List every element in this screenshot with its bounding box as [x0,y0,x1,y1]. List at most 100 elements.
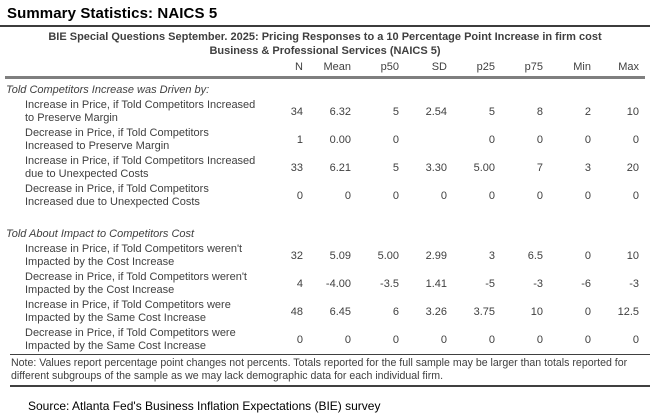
table-row: Decrease in Price, if Told Competitors I… [5,126,645,154]
cell-mean: 0 [344,190,351,202]
cell-p75: 0 [536,190,543,202]
cell-p75: 0 [536,334,543,346]
table-row: Decrease in Price, if Told Competitors I… [5,182,645,210]
column-header: p75 [524,61,543,73]
title-divider [0,25,650,27]
cell-n: 4 [296,278,303,290]
table-row: Decrease in Price, if Told Competitors w… [5,270,645,298]
column-header: SD [431,61,447,73]
cell-mean: -4.00 [325,278,351,290]
table-body: Told Competitors Increase was Driven by:… [5,78,645,355]
column-header-row: N Mean p50 SD p25 p75 Min Max [5,60,645,78]
cell-sd: 1.41 [425,278,447,290]
cell-min: 0 [584,250,591,262]
cell-p50: 6 [392,306,399,318]
cell-p50: 5.00 [377,250,399,262]
cell-n: 1 [296,134,303,146]
cell-p25: 0 [488,134,495,146]
column-header: N [295,61,303,73]
table-row: Decrease in Price, if Told Competitors w… [5,326,645,354]
cell-sd [405,126,453,154]
statistics-table: N Mean p50 SD p25 p75 Min Max Told Competitors … [5,60,645,354]
row-label: Decrease in Price, if Told Competitors w… [25,271,247,296]
cell-sd: 3.30 [425,162,447,174]
cell-sd: 0 [440,190,447,202]
row-label: Increase in Price, if Told Competitors w… [25,243,243,268]
cell-n: 48 [290,306,303,318]
cell-min: 0 [584,306,591,318]
row-label: Increase in Price, if Told Competitors w… [25,299,231,324]
cell-n: 33 [290,162,303,174]
column-header: Min [573,61,591,73]
cell-p75: 10 [530,306,543,318]
cell-max: 0 [632,134,639,146]
cell-min: 0 [584,334,591,346]
row-label: Decrease in Price, if Told Competitors I… [25,183,209,208]
cell-max: 0 [632,334,639,346]
cell-min: 0 [584,190,591,202]
cell-p75: 8 [536,106,543,118]
cell-max: 10 [626,106,639,118]
cell-p25: 3.75 [473,306,495,318]
section-spacer-row [5,210,645,223]
table-note: Note: Values report percentage point cha… [10,354,650,387]
cell-p75: 7 [536,162,543,174]
cell-p25: 5.00 [473,162,495,174]
cell-mean: 6.45 [329,306,351,318]
cell-min: 3 [584,162,591,174]
cell-p50: 0 [392,334,399,346]
page-title: Summary Statistics: NAICS 5 [7,5,218,22]
cell-p25: -5 [485,278,495,290]
cell-max: 12.5 [617,306,639,318]
column-header: Max [618,61,639,73]
table-header: N Mean p50 SD p25 p75 Min Max [5,60,645,78]
cell-min: -6 [581,278,591,290]
cell-sd: 0 [440,334,447,346]
column-header: p50 [380,61,399,73]
cell-p50: 5 [392,106,399,118]
cell-n: 34 [290,106,303,118]
column-header: Mean [323,61,351,73]
section-header-row: Told About Impact to Competitors Cost [5,223,645,242]
cell-p25: 3 [488,250,495,262]
cell-p25: 0 [488,190,495,202]
cell-mean: 0.00 [329,134,351,146]
section-header: Told Competitors Increase was Driven by: [6,84,210,96]
cell-mean: 5.09 [329,250,351,262]
column-header: p25 [476,61,495,73]
cell-p25: 5 [488,106,495,118]
cell-sd: 2.99 [425,250,447,262]
cell-max: -3 [629,278,639,290]
cell-p25: 0 [488,334,495,346]
row-label: Decrease in Price, if Told Competitors I… [25,127,209,152]
row-label: Increase in Price, if Told Competitors I… [25,99,256,124]
cell-n: 32 [290,250,303,262]
row-label: Increase in Price, if Told Competitors I… [25,155,256,180]
source-text: Source: Atlanta Fed's Business Inflation… [28,399,381,413]
table-title-line1: BIE Special Questions September. 2025: P… [48,31,602,43]
label-column-header [5,60,261,78]
cell-p75: 6.5 [527,250,543,262]
cell-p50: 5 [392,162,399,174]
cell-p50: 0 [392,190,399,202]
table-row: Increase in Price, if Told Competitors I… [5,98,645,126]
cell-n: 0 [296,190,303,202]
section-header: Told About Impact to Competitors Cost [6,228,195,240]
table-row: Increase in Price, if Told Competitors I… [5,154,645,182]
table-row: Increase in Price, if Told Competitors w… [5,242,645,270]
cell-p50: 0 [392,134,399,146]
cell-p50: -3.5 [380,278,399,290]
cell-mean: 6.21 [329,162,351,174]
cell-max: 0 [632,190,639,202]
table-title-line2: Business & Professional Services (NAICS … [209,45,441,57]
cell-p75: 0 [536,134,543,146]
section-header-row: Told Competitors Increase was Driven by: [5,78,645,99]
cell-min: 2 [584,106,591,118]
cell-sd: 3.26 [425,306,447,318]
cell-mean: 6.32 [329,106,351,118]
cell-sd: 2.54 [425,106,447,118]
cell-p75: -3 [533,278,543,290]
cell-max: 10 [626,250,639,262]
cell-max: 20 [626,162,639,174]
